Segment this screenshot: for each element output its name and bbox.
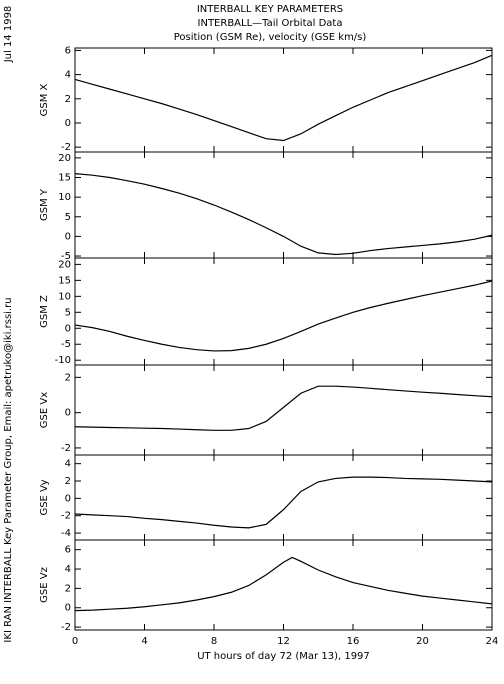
y-axis-label: GSM Y: [39, 188, 50, 221]
x-tick-label: 8: [211, 636, 217, 647]
y-tick-label: -10: [55, 355, 71, 366]
y-tick-label: -4: [61, 528, 71, 539]
y-tick-label: -2: [61, 511, 71, 522]
y-tick-label: 10: [58, 291, 71, 302]
data-line: [74, 476, 493, 529]
y-tick-label: 4: [65, 70, 71, 81]
y-axis-label: GSM Z: [39, 295, 50, 328]
y-tick-label: 5: [65, 212, 71, 223]
data-line: [74, 54, 493, 142]
x-tick-label: 0: [72, 636, 78, 647]
data-line: [74, 385, 493, 431]
y-tick-label: 2: [65, 583, 71, 594]
date: Jul 14 1998: [3, 6, 14, 64]
y-tick-label: 0: [65, 118, 71, 129]
y-tick-label: -5: [61, 251, 71, 262]
x-axis-label: UT hours of day 72 (Mar 13), 1997: [197, 651, 370, 662]
credit: IKI RAN INTERBALL Key Parameter Group, E…: [3, 297, 14, 642]
y-tick-label: 2: [65, 372, 71, 383]
y-tick-label: 20: [58, 153, 71, 164]
y-tick-label: -2: [61, 622, 71, 633]
y-tick-label: 2: [65, 476, 71, 487]
y-axis-label: GSM X: [39, 83, 50, 116]
title: INTERBALL KEY PARAMETERS: [197, 4, 343, 15]
y-tick-label: 10: [58, 192, 71, 203]
y-tick-label: 20: [58, 259, 71, 270]
x-tick-label: 16: [347, 636, 360, 647]
y-tick-label: 2: [65, 94, 71, 105]
y-tick-label: 6: [65, 45, 71, 56]
data-line: [74, 280, 493, 352]
x-tick-label: 24: [486, 636, 499, 647]
x-tick-label: 20: [416, 636, 429, 647]
y-tick-label: -5: [61, 339, 71, 350]
y-tick-label: 4: [65, 459, 71, 470]
y-axis-label: GSE Vy: [39, 479, 50, 515]
subtitle: Position (GSM Re), velocity (GSE km/s): [174, 32, 367, 43]
y-tick-label: 0: [65, 603, 71, 614]
y-tick-label: 15: [58, 173, 71, 184]
subtitle: INTERBALL—Tail Orbital Data: [198, 18, 343, 29]
y-tick-label: 5: [65, 307, 71, 318]
y-tick-label: -2: [61, 142, 71, 153]
y-tick-label: 0: [65, 231, 71, 242]
x-tick-label: 4: [141, 636, 147, 647]
y-tick-label: 0: [65, 493, 71, 504]
data-line: [74, 556, 493, 612]
data-line: [74, 172, 493, 256]
y-tick-label: 0: [65, 408, 71, 419]
y-tick-label: 6: [65, 545, 71, 556]
y-tick-label: -2: [61, 443, 71, 454]
x-tick-label: 12: [277, 636, 290, 647]
y-tick-label: 0: [65, 323, 71, 334]
y-axis-label: GSE Vz: [39, 567, 50, 603]
y-tick-label: 15: [58, 275, 71, 286]
y-tick-label: 4: [65, 564, 71, 575]
y-axis-label: GSE Vx: [39, 392, 50, 428]
